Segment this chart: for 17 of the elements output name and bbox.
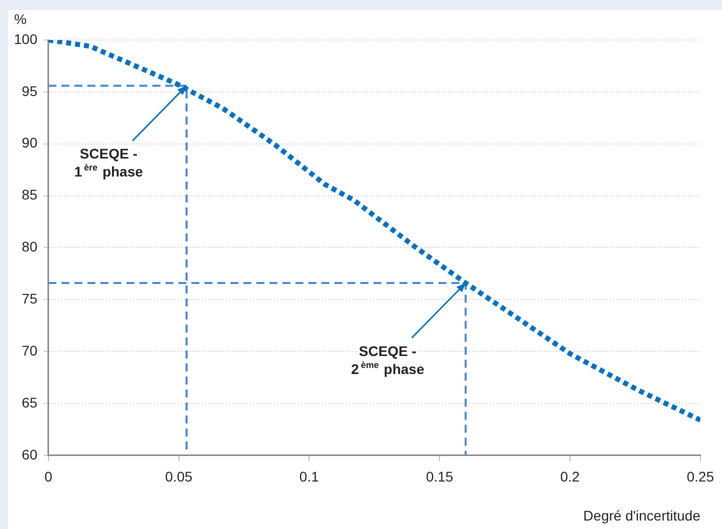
x-tick-label: 0.25 [686, 468, 714, 485]
y-tick-label: 85 [22, 186, 38, 203]
y-tick-label: 95 [22, 82, 38, 99]
y-tick-label: 65 [22, 394, 38, 410]
x-tick-label: 0 [44, 468, 52, 485]
x-axis-title: Degré d'incertitude [583, 507, 701, 524]
y-tick-label: 80 [22, 238, 38, 255]
y-tick-label: 70 [22, 342, 38, 358]
y-tick-label: 75 [22, 290, 38, 306]
y-tick-label: 90 [22, 134, 38, 151]
x-tick-label: 0.1 [299, 468, 320, 485]
y-tick-label: 100 [14, 30, 38, 47]
x-tick-label: 0.2 [560, 468, 580, 485]
x-tick-label: 0.05 [165, 468, 193, 485]
y-axis-title: % [14, 11, 27, 27]
x-tick-label: 0.15 [426, 468, 454, 485]
y-tick-label: 60 [22, 446, 38, 462]
